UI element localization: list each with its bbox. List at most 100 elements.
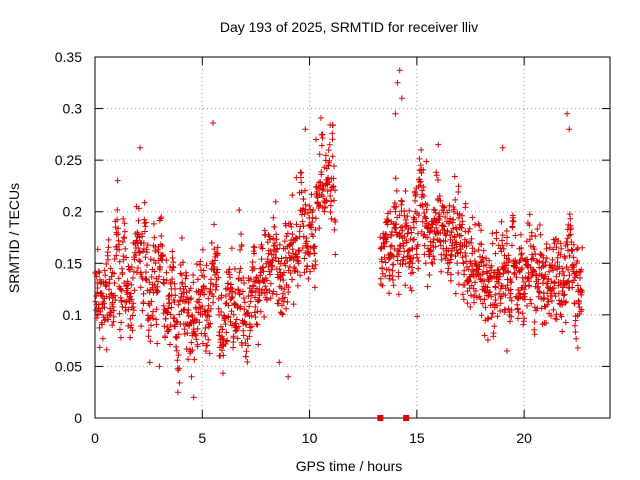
data-point [489, 230, 496, 237]
data-point [484, 284, 491, 291]
data-point [251, 244, 258, 251]
data-point [469, 263, 476, 270]
data-point [137, 144, 144, 151]
data-point [254, 308, 261, 315]
data-point [252, 314, 259, 321]
data-point [469, 245, 476, 252]
data-point [468, 239, 475, 246]
data-point [150, 220, 157, 227]
data-point [505, 252, 512, 259]
data-point [151, 234, 158, 241]
data-point [429, 260, 436, 267]
data-point [166, 299, 173, 306]
data-point [237, 303, 244, 310]
data-point [545, 298, 552, 305]
data-point [503, 228, 510, 235]
data-point [176, 379, 183, 386]
data-point [381, 254, 388, 261]
data-point [184, 309, 191, 316]
data-point [246, 303, 253, 310]
data-point [447, 215, 454, 222]
data-point [92, 270, 99, 277]
data-point [462, 250, 469, 257]
data-point [577, 274, 584, 281]
data-point [98, 290, 105, 297]
data-point [144, 242, 151, 249]
data-point [256, 279, 263, 286]
data-point [122, 307, 129, 314]
data-point [127, 293, 134, 300]
data-point [384, 221, 391, 228]
data-point [389, 267, 396, 274]
data-point [528, 300, 535, 307]
data-point [460, 296, 467, 303]
data-point [471, 221, 478, 228]
data-point [206, 324, 213, 331]
data-point [229, 293, 236, 300]
data-point [385, 256, 392, 263]
data-point [534, 226, 541, 233]
data-point [116, 326, 123, 333]
data-point [485, 292, 492, 299]
data-point [550, 246, 557, 253]
data-point [308, 191, 315, 198]
data-point [279, 272, 286, 279]
data-point [283, 233, 290, 240]
data-point [382, 259, 389, 266]
data-point [566, 126, 573, 133]
data-point [418, 170, 425, 177]
data-point [532, 250, 539, 257]
data-point [452, 290, 459, 297]
data-point [235, 287, 242, 294]
data-point [241, 280, 248, 287]
data-point [105, 316, 112, 323]
data-point [183, 272, 190, 279]
data-point [507, 290, 514, 297]
data-point [455, 214, 462, 221]
data-point [251, 265, 258, 272]
data-point [543, 255, 550, 262]
data-point [169, 255, 176, 262]
data-point [255, 341, 262, 348]
data-point [421, 209, 428, 216]
data-point [210, 120, 217, 127]
data-point [536, 258, 543, 265]
data-point [492, 284, 499, 291]
data-point [566, 272, 573, 279]
data-point [287, 220, 294, 227]
data-point [283, 305, 290, 312]
data-point [461, 271, 468, 278]
data-point [470, 268, 477, 275]
data-point [218, 309, 225, 316]
data-point [225, 314, 232, 321]
data-point [332, 251, 339, 258]
data-point [239, 288, 246, 295]
data-point [550, 306, 557, 313]
data-point [451, 206, 458, 213]
data-point [515, 309, 522, 316]
data-point [484, 316, 491, 323]
data-point [462, 200, 469, 207]
data-point [382, 230, 389, 237]
data-point [114, 206, 121, 213]
data-point [140, 290, 147, 297]
data-point [110, 307, 117, 314]
data-point [304, 243, 311, 250]
data-point [303, 238, 310, 245]
data-point [402, 260, 409, 267]
data-point [202, 332, 209, 339]
data-point [176, 311, 183, 318]
data-point [505, 269, 512, 276]
data-point [196, 319, 203, 326]
data-point [508, 242, 515, 249]
data-point [190, 394, 197, 401]
data-point [249, 289, 256, 296]
data-point [526, 211, 533, 218]
data-point [201, 291, 208, 298]
data-point [186, 296, 193, 303]
data-point [156, 266, 163, 273]
data-point [448, 271, 455, 278]
data-point [176, 365, 183, 372]
data-point [193, 261, 200, 268]
data-point [531, 304, 538, 311]
